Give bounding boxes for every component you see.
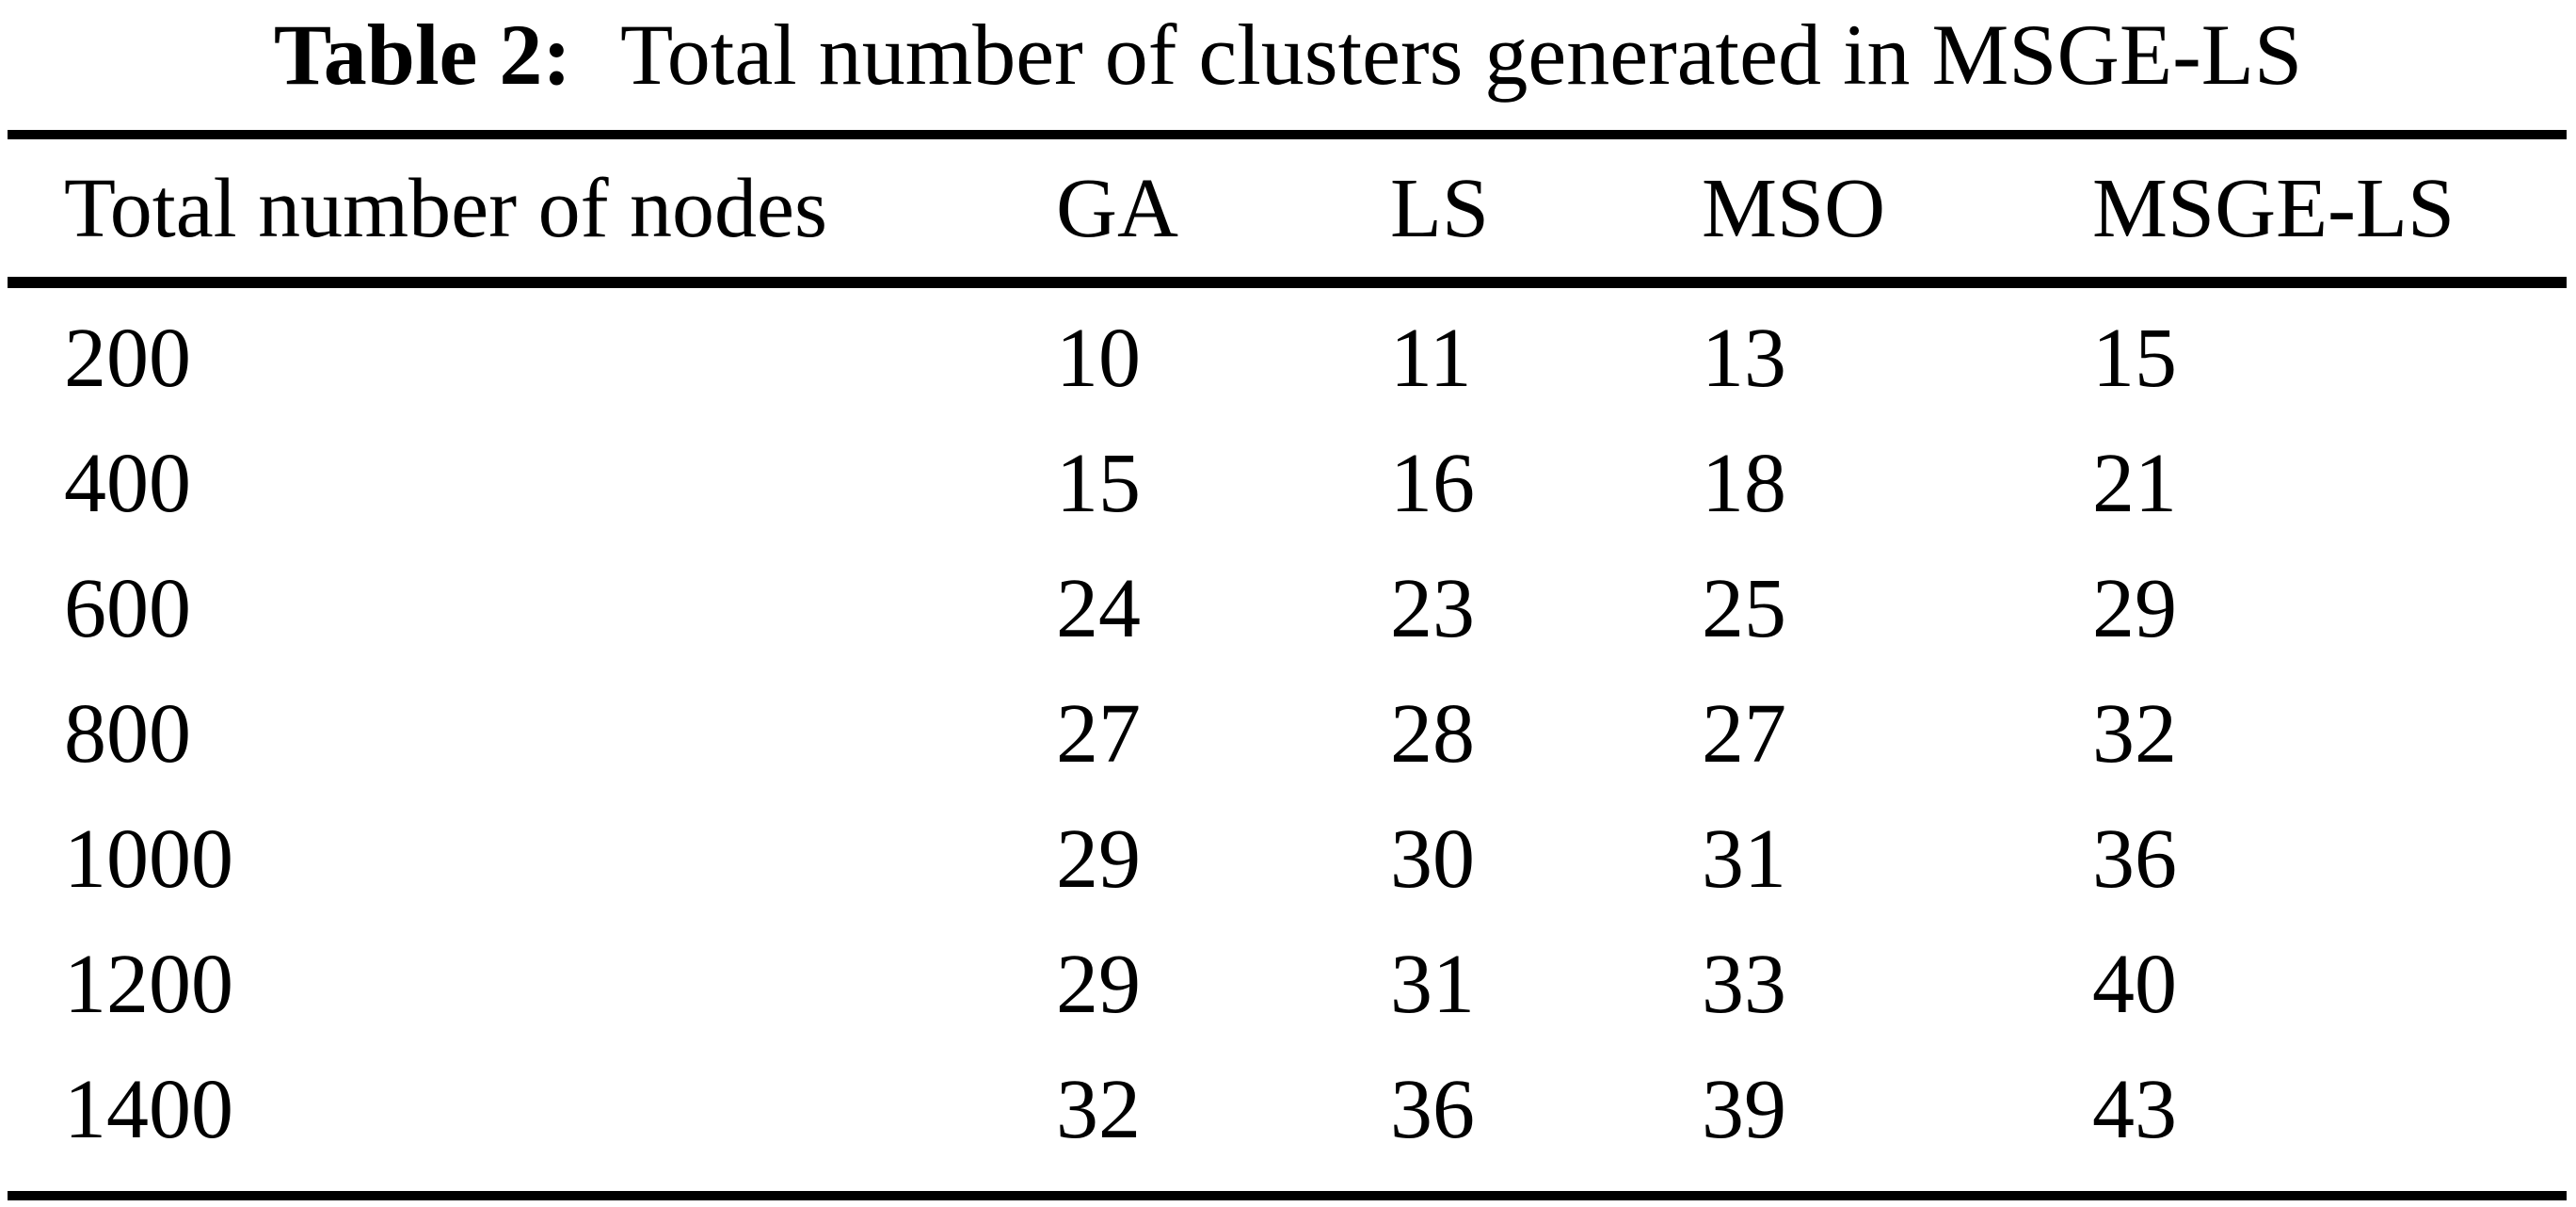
table-caption: Table 2: Total number of clusters generat… — [0, 0, 2576, 109]
header-cell-mso: MSO — [1702, 161, 1886, 255]
table-row: 200 10 11 13 15 — [0, 296, 2576, 421]
header-cell-msge-ls: MSGE-LS — [2092, 161, 2456, 255]
table-top-rule — [8, 130, 2567, 139]
cell-ga: 27 — [1056, 687, 1141, 781]
header-cell-total-nodes: Total number of nodes — [64, 161, 828, 255]
cell-ga: 10 — [1056, 312, 1141, 405]
table-row: 800 27 28 27 32 — [0, 671, 2576, 797]
header-cell-ga: GA — [1056, 161, 1178, 255]
cell-mso: 33 — [1702, 938, 1786, 1031]
cell-mso: 18 — [1702, 437, 1786, 530]
cell-total-nodes: 200 — [64, 312, 191, 405]
cell-ls: 16 — [1390, 437, 1475, 530]
table-caption-label: Table 2: — [273, 7, 571, 103]
cell-ls: 11 — [1390, 312, 1472, 405]
cell-msge-ls: 40 — [2092, 938, 2177, 1031]
cell-total-nodes: 800 — [64, 687, 191, 781]
cell-total-nodes: 1200 — [64, 938, 233, 1031]
cell-msge-ls: 21 — [2092, 437, 2177, 530]
cell-total-nodes: 1000 — [64, 813, 233, 906]
cell-total-nodes: 600 — [64, 562, 191, 655]
header-cell-ls: LS — [1390, 161, 1490, 255]
cell-msge-ls: 36 — [2092, 813, 2177, 906]
cell-mso: 39 — [1702, 1063, 1786, 1156]
cell-mso: 13 — [1702, 312, 1786, 405]
cell-mso: 27 — [1702, 687, 1786, 781]
cell-total-nodes: 1400 — [64, 1063, 233, 1156]
table-row: 1000 29 30 31 36 — [0, 797, 2576, 922]
table-row: 600 24 23 25 29 — [0, 546, 2576, 671]
table-row: 1400 32 36 39 43 — [0, 1047, 2576, 1172]
cell-msge-ls: 43 — [2092, 1063, 2177, 1156]
cell-ls: 28 — [1390, 687, 1475, 781]
cell-msge-ls: 15 — [2092, 312, 2177, 405]
cell-ga: 15 — [1056, 437, 1141, 530]
table-header-row: Total number of nodes GA LS MSO MSGE-LS — [0, 139, 2576, 277]
table-body: 200 10 11 13 15 400 15 16 18 21 600 24 2… — [0, 296, 2576, 1172]
cell-ga: 32 — [1056, 1063, 1141, 1156]
cell-total-nodes: 400 — [64, 437, 191, 530]
table-bottom-rule — [8, 1191, 2567, 1200]
cell-ls: 30 — [1390, 813, 1475, 906]
table-row: 1200 29 31 33 40 — [0, 922, 2576, 1047]
cell-ls: 31 — [1390, 938, 1475, 1031]
cell-ls: 23 — [1390, 562, 1475, 655]
table-row: 400 15 16 18 21 — [0, 421, 2576, 546]
cell-ga: 29 — [1056, 938, 1141, 1031]
table-header-rule — [8, 277, 2567, 288]
cell-msge-ls: 32 — [2092, 687, 2177, 781]
cell-ga: 29 — [1056, 813, 1141, 906]
cell-mso: 31 — [1702, 813, 1786, 906]
cell-msge-ls: 29 — [2092, 562, 2177, 655]
cell-ls: 36 — [1390, 1063, 1475, 1156]
cell-ga: 24 — [1056, 562, 1141, 655]
table-caption-text: Total number of clusters generated in MS… — [619, 7, 2303, 103]
cell-mso: 25 — [1702, 562, 1786, 655]
